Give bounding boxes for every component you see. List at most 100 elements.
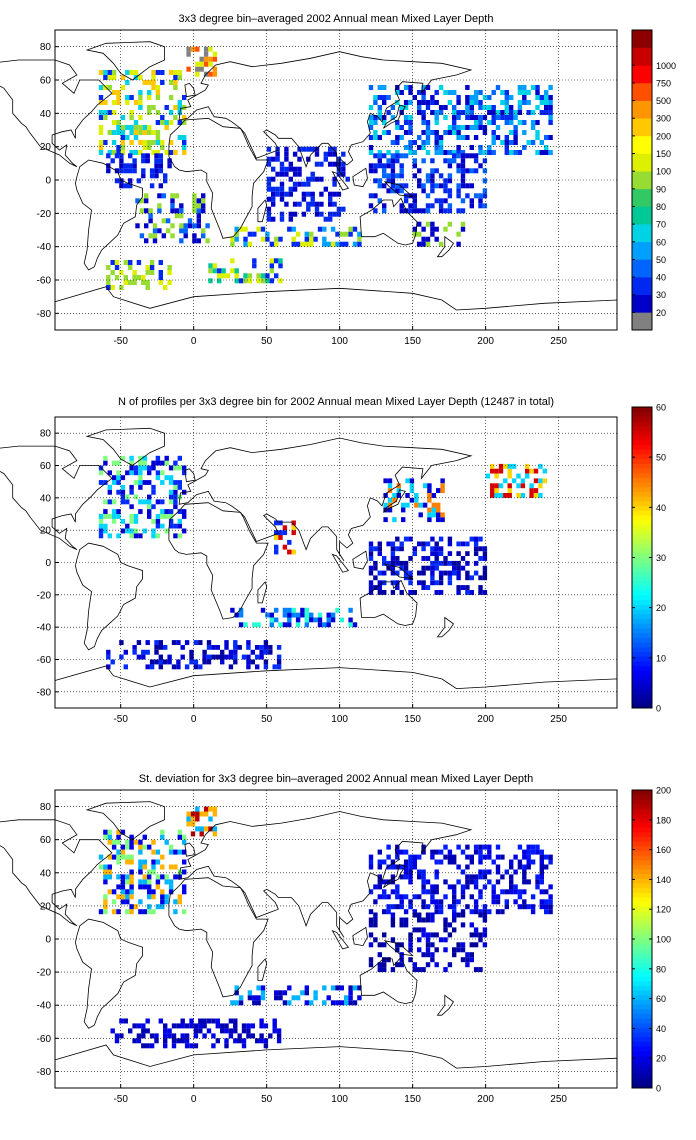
data-cell xyxy=(284,156,289,162)
data-cell xyxy=(129,484,134,490)
data-cell xyxy=(395,884,400,890)
data-cell xyxy=(390,904,396,910)
data-cell xyxy=(155,859,161,865)
data-cell xyxy=(269,241,274,247)
colorbar-frame xyxy=(631,29,653,331)
data-cell xyxy=(182,909,187,915)
data-cell xyxy=(399,962,404,968)
data-cell xyxy=(149,168,155,174)
data-cell xyxy=(111,844,117,850)
data-cell xyxy=(107,484,112,490)
data-cell xyxy=(203,826,209,832)
data-cell xyxy=(390,158,396,164)
data-cell xyxy=(482,927,488,933)
data-cell xyxy=(163,659,168,665)
data-cell xyxy=(436,488,441,493)
data-cell xyxy=(168,480,174,485)
data-cell xyxy=(487,869,492,875)
data-cell xyxy=(434,135,439,140)
data-cell xyxy=(421,110,426,115)
data-cell xyxy=(430,95,435,100)
data-cell xyxy=(421,869,426,875)
data-cell xyxy=(132,649,137,655)
data-cell xyxy=(548,110,553,115)
data-cell xyxy=(114,265,120,270)
y-tick-label: 0 xyxy=(45,176,51,187)
data-cell xyxy=(237,1033,242,1039)
data-cell xyxy=(494,468,499,474)
data-cell xyxy=(144,238,149,244)
data-cell xyxy=(330,1000,336,1006)
y-tick-label: -20 xyxy=(37,209,52,220)
colorbar-swatch xyxy=(632,1036,652,1042)
colorbar-swatch xyxy=(632,948,652,954)
colorbar-swatch xyxy=(632,911,652,917)
data-cell xyxy=(452,904,457,910)
coastline-madagascar xyxy=(257,958,268,981)
data-cell xyxy=(136,260,142,265)
data-cell xyxy=(160,470,165,476)
data-cell xyxy=(238,612,244,618)
data-cell xyxy=(500,854,505,860)
data-cell xyxy=(412,173,417,179)
data-cell xyxy=(269,612,274,618)
data-cell xyxy=(478,150,483,155)
region-southern-ocean xyxy=(110,1018,282,1049)
data-cell xyxy=(157,228,162,234)
data-cell xyxy=(438,150,444,155)
data-cell xyxy=(145,1043,150,1049)
data-cell xyxy=(386,854,391,860)
data-cell xyxy=(434,560,439,566)
data-cell xyxy=(138,884,143,890)
coastline-new-zealand xyxy=(436,616,455,638)
data-cell xyxy=(465,585,470,590)
data-cell xyxy=(430,226,435,232)
data-cell xyxy=(456,188,461,194)
colorbar-swatch xyxy=(632,990,652,996)
data-cell xyxy=(274,544,279,550)
data-cell xyxy=(513,854,518,860)
data-cell xyxy=(530,909,536,915)
data-cell xyxy=(304,231,309,237)
data-cell xyxy=(138,460,143,466)
data-cell xyxy=(155,150,161,155)
data-cell xyxy=(116,130,121,135)
data-cell xyxy=(107,839,112,845)
data-cell xyxy=(177,480,182,485)
data-cell xyxy=(530,844,536,850)
data-cell xyxy=(452,859,457,865)
data-cell xyxy=(465,560,470,566)
data-cell xyxy=(173,864,178,870)
data-cell xyxy=(473,158,479,164)
data-cell xyxy=(158,183,163,189)
colorbar-label: 70 xyxy=(656,220,666,230)
data-cell xyxy=(390,967,396,973)
data-cell xyxy=(539,864,544,870)
data-cell xyxy=(507,483,512,489)
data-cell xyxy=(386,904,391,910)
data-cell xyxy=(158,270,163,275)
data-cell xyxy=(171,1033,177,1039)
data-cell xyxy=(403,874,409,880)
colorbar-swatch xyxy=(632,892,652,898)
data-cell xyxy=(155,849,161,855)
data-cell xyxy=(309,1000,314,1006)
data-cell xyxy=(138,484,143,490)
data-cell xyxy=(452,899,457,905)
data-cell xyxy=(452,884,457,890)
data-cell xyxy=(155,879,161,885)
data-cell xyxy=(395,90,400,95)
data-cell xyxy=(478,198,483,204)
data-cell xyxy=(408,193,413,199)
data-cell xyxy=(125,470,130,476)
data-cell xyxy=(434,884,439,890)
data-cell xyxy=(129,115,134,120)
data-cell xyxy=(323,151,328,157)
data-cell xyxy=(158,158,163,164)
data-cell xyxy=(182,470,187,476)
data-cell xyxy=(482,95,488,100)
data-cell xyxy=(482,168,488,174)
data-cell xyxy=(504,100,509,105)
data-cell xyxy=(314,176,320,182)
data-cell xyxy=(399,208,404,214)
